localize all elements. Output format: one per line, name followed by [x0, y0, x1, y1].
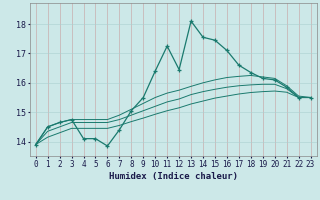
- X-axis label: Humidex (Indice chaleur): Humidex (Indice chaleur): [108, 172, 238, 181]
